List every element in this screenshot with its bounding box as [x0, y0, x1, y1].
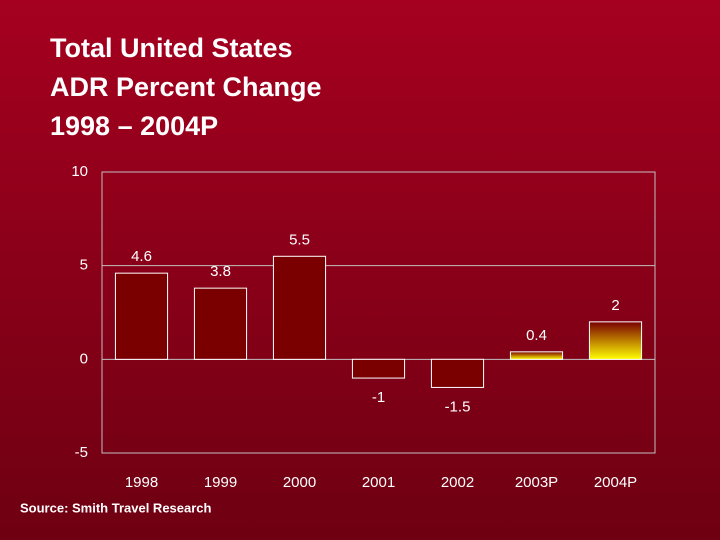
x-tick-label: 2003P	[515, 474, 558, 491]
y-tick-label: 0	[80, 350, 88, 367]
x-tick-label: 1998	[125, 474, 158, 491]
value-label: 5.5	[289, 231, 310, 248]
value-label: -1	[372, 389, 385, 406]
chart-title: ADR Percent Change	[50, 72, 322, 102]
chart-title: Total United States	[50, 33, 293, 63]
x-tick-label: 1999	[204, 474, 237, 491]
bar	[509, 351, 564, 360]
x-tick-label: 2004P	[594, 474, 637, 491]
bar	[114, 272, 169, 360]
value-label: 0.4	[526, 327, 547, 344]
bar	[272, 255, 327, 360]
value-label: 3.8	[210, 263, 231, 280]
source-note: Source: Smith Travel Research	[20, 500, 212, 515]
chart-title: 1998 – 2004P	[50, 111, 218, 141]
bar	[351, 358, 406, 379]
bar	[588, 321, 643, 360]
y-tick-label: 10	[71, 163, 88, 180]
x-tick-label: 2000	[283, 474, 316, 491]
y-tick-label: 5	[80, 257, 88, 274]
value-label: -1.5	[445, 398, 471, 415]
x-tick-label: 2002	[441, 474, 474, 491]
value-label: 4.6	[131, 248, 152, 265]
x-tick-label: 2001	[362, 474, 395, 491]
value-label: 2	[611, 297, 619, 314]
bar	[193, 287, 248, 360]
bar	[430, 358, 485, 388]
y-tick-label: -5	[75, 444, 88, 461]
